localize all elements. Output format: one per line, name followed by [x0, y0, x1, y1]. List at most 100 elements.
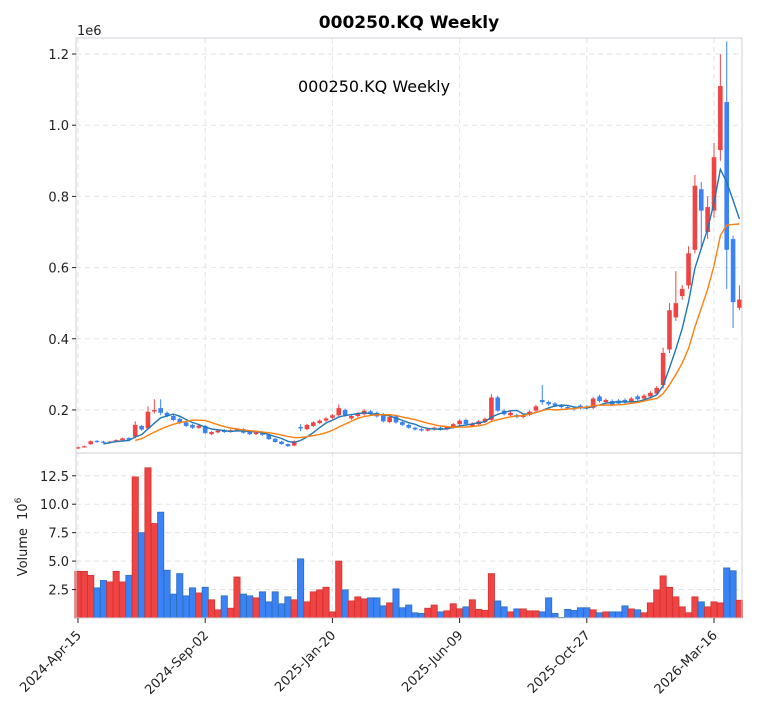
candle-body [177, 418, 183, 424]
candle-body [266, 434, 272, 440]
price-offset-label: 1e6 [77, 24, 102, 39]
volume-bar [678, 606, 686, 619]
volume-bar [583, 607, 591, 619]
x-tick-label: 2025-Jan-20 [272, 628, 339, 695]
volume-label-sup: 6 [14, 497, 24, 503]
candle-body [508, 412, 513, 416]
volume-bar [265, 601, 273, 619]
candle-body [82, 446, 87, 448]
volume-bar [417, 613, 425, 619]
candle-body [183, 422, 189, 426]
price-tick-label: 1.2 [48, 48, 69, 63]
volume-bar [367, 597, 375, 619]
candle-body [355, 413, 361, 416]
candle-body [660, 352, 666, 386]
candle-body [692, 185, 698, 250]
volume-bar [119, 581, 127, 619]
moving-average-line-ma5 [103, 167, 741, 445]
volume-bar [449, 603, 457, 619]
candle-body [132, 424, 138, 437]
volume-bar [716, 602, 724, 619]
volume-bar [538, 611, 546, 619]
volume-bar [347, 600, 355, 619]
volume-tick-label: 10.0 [40, 498, 69, 513]
candle-body [215, 430, 221, 433]
volume-bar [646, 602, 654, 619]
candle-body [380, 414, 386, 422]
volume-bar [437, 611, 445, 619]
volume-bar [80, 570, 88, 619]
volume-bar [208, 599, 216, 619]
candle-body [330, 415, 335, 418]
volume-bar [157, 511, 165, 619]
candle-body [75, 447, 81, 449]
volume-bar [125, 574, 133, 619]
volume-bar [602, 611, 610, 619]
volume-bar [373, 597, 381, 619]
candle-body [705, 207, 710, 232]
volume-bar [462, 606, 470, 619]
volume-label-text: Volume [16, 528, 31, 576]
volume-bar [615, 611, 623, 619]
candle-body [190, 424, 195, 428]
price-tick-label: 0.8 [48, 190, 69, 205]
candle-body [444, 427, 450, 430]
candle-body [145, 411, 151, 429]
volume-bar [309, 591, 317, 619]
volume-bar [424, 607, 432, 619]
candle-body [489, 397, 494, 420]
candle-body [247, 432, 253, 435]
volume-bar [328, 611, 336, 619]
volume-bar [239, 593, 247, 619]
volume-bar [195, 592, 203, 619]
candle-body [126, 438, 132, 440]
candle-body [425, 429, 431, 431]
volume-bar [487, 573, 495, 619]
volume-bar [513, 608, 521, 619]
volume-bar [341, 589, 349, 619]
candle-body [527, 411, 532, 415]
price-tick-label: 0.4 [48, 333, 69, 348]
volume-bar [379, 605, 387, 619]
volume-bar [570, 609, 578, 619]
candle-body [482, 418, 488, 423]
volume-bar [112, 570, 120, 619]
candle-body [323, 418, 329, 421]
candle-body [546, 402, 551, 405]
volume-bar [506, 611, 514, 619]
candle-body [342, 409, 348, 416]
candle-body [450, 424, 456, 428]
volume-bar [93, 587, 101, 619]
volume-bar [169, 593, 177, 619]
candle-body [152, 409, 157, 412]
volume-bar [704, 606, 712, 619]
moving-averages [103, 167, 741, 445]
volume-bar [723, 567, 731, 619]
volume-bar [589, 609, 597, 619]
candle-body [209, 432, 214, 435]
volume-bar [182, 595, 190, 619]
candle-body [336, 408, 342, 416]
candle-body [260, 432, 265, 435]
volume-bar [411, 612, 419, 619]
volume-bar [697, 601, 705, 619]
volume-label-exp: 10 [16, 503, 31, 520]
volume-bar [188, 587, 196, 619]
x-tick-label: 2024-Apr-15 [17, 628, 84, 695]
volume-bar [201, 586, 209, 619]
volume-bar [386, 602, 394, 619]
inner-chart-label: 000250.KQ Weekly [298, 77, 450, 96]
x-tick-label: 2025-Oct-27 [525, 628, 593, 696]
volume-bar [500, 606, 508, 619]
volume-bar [576, 607, 584, 619]
volume-bar [691, 596, 699, 619]
volume-bar [233, 576, 241, 619]
volume-bar [322, 586, 330, 619]
volume-bar [494, 600, 502, 619]
candle-body [164, 412, 170, 416]
volume-bar [430, 604, 438, 619]
volume-bar [227, 607, 235, 619]
candle-body [272, 438, 278, 442]
candle-body [158, 408, 163, 413]
